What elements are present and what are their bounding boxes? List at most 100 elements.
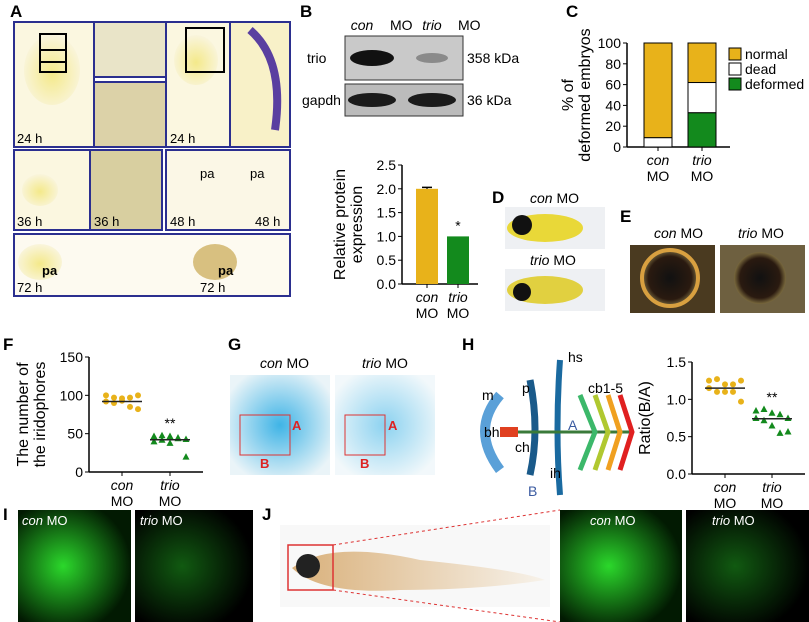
time-label: 36 h bbox=[17, 214, 42, 229]
data-point bbox=[127, 394, 133, 401]
label-con-mo: con MO bbox=[530, 190, 579, 206]
x-tick-label: MO bbox=[416, 305, 439, 321]
y-tick-label: 100 bbox=[60, 387, 84, 403]
legend-swatch bbox=[728, 47, 742, 61]
label-con-mo: con MO bbox=[22, 513, 68, 528]
y-tick-label: 1.0 bbox=[667, 391, 687, 407]
label-bh: bh bbox=[484, 424, 500, 440]
data-point bbox=[722, 388, 728, 395]
y-tick-label: 2.0 bbox=[377, 181, 397, 197]
y-tick-label: 40 bbox=[605, 97, 621, 113]
gfp-trio-head-image bbox=[686, 510, 809, 622]
data-point bbox=[730, 381, 736, 388]
data-point bbox=[714, 376, 720, 383]
bar bbox=[416, 188, 438, 284]
data-point bbox=[103, 392, 109, 399]
y-axis-label: Relative protein bbox=[332, 169, 349, 280]
x-tick-label: con bbox=[416, 289, 439, 305]
label-a: A bbox=[568, 417, 578, 433]
label-ih: ih bbox=[550, 465, 561, 481]
panel-label-h: H bbox=[462, 335, 474, 354]
y-tick-label: 1.0 bbox=[377, 228, 397, 244]
lane-label-mo: MO bbox=[458, 17, 481, 33]
panel-label-i: I bbox=[3, 505, 8, 524]
x-tick-label: MO bbox=[761, 495, 784, 511]
y-tick-label: 20 bbox=[605, 118, 621, 134]
gfp-con-head-image bbox=[560, 510, 682, 622]
pa-label: pa bbox=[250, 166, 265, 181]
data-point bbox=[760, 405, 768, 413]
data-point bbox=[127, 403, 133, 410]
label-trio-mo: trio MO bbox=[712, 513, 755, 528]
data-point bbox=[150, 432, 158, 439]
measure-a: A bbox=[388, 418, 398, 433]
measure-box bbox=[344, 414, 386, 456]
data-point bbox=[182, 453, 190, 460]
pa-label: pa bbox=[42, 263, 58, 278]
label-p: p bbox=[522, 380, 530, 396]
significance-label: * bbox=[455, 217, 461, 233]
y-axis-label: deformed embryos bbox=[577, 28, 594, 161]
pa-label: pa bbox=[200, 166, 215, 181]
legend-label: deformed bbox=[745, 76, 804, 92]
panel-label-f: F bbox=[3, 335, 13, 354]
data-point bbox=[706, 377, 712, 384]
cartilage-diagram bbox=[480, 359, 635, 496]
data-point bbox=[768, 409, 776, 416]
data-point bbox=[722, 381, 728, 388]
measure-a: A bbox=[292, 418, 302, 433]
time-label: 72 h bbox=[200, 280, 225, 295]
x-tick-label: MO bbox=[159, 493, 182, 509]
x-tick-label: trio bbox=[448, 289, 468, 305]
panel-label-j: J bbox=[262, 505, 271, 524]
x-tick-label: con bbox=[647, 152, 670, 168]
lane-label-mo: MO bbox=[390, 17, 413, 33]
y-axis-label: the iridophores bbox=[32, 362, 49, 468]
embryo-24h-zoom-top bbox=[93, 21, 167, 78]
x-tick-label: MO bbox=[647, 168, 670, 184]
significance-label: ** bbox=[767, 389, 778, 405]
data-point bbox=[784, 414, 792, 421]
y-tick-label: 0 bbox=[75, 464, 83, 480]
legend-label: normal bbox=[745, 46, 788, 62]
data-point bbox=[730, 388, 736, 395]
x-tick-label: trio bbox=[160, 477, 180, 493]
legend-swatch bbox=[728, 77, 742, 91]
x-tick-label: MO bbox=[111, 493, 134, 509]
y-tick-label: 2.5 bbox=[377, 157, 397, 173]
data-point bbox=[166, 432, 174, 439]
time-label: 24 h bbox=[17, 131, 42, 146]
y-tick-label: 0 bbox=[613, 139, 621, 155]
label-hs: hs bbox=[568, 349, 583, 365]
blot-size-label: 358 kDa bbox=[467, 50, 519, 66]
y-tick-label: 150 bbox=[60, 349, 84, 365]
data-point bbox=[135, 392, 141, 399]
data-point bbox=[760, 416, 768, 424]
y-tick-label: 50 bbox=[67, 426, 83, 442]
embryo-48h-image bbox=[165, 149, 291, 231]
blot-row-label: trio bbox=[307, 50, 327, 66]
label-ch: ch bbox=[515, 439, 530, 455]
data-point bbox=[784, 427, 792, 435]
data-point bbox=[182, 435, 190, 443]
data-point bbox=[776, 429, 784, 436]
stacked-bar-segment bbox=[687, 42, 717, 84]
legend-swatch bbox=[728, 62, 742, 76]
y-tick-label: 80 bbox=[605, 56, 621, 72]
panel-label-a: A bbox=[10, 2, 22, 21]
gfp-con-image bbox=[18, 510, 131, 622]
data-point bbox=[119, 397, 125, 404]
significance-label: ** bbox=[165, 415, 176, 431]
data-point bbox=[111, 394, 117, 401]
stacked-bar-segment bbox=[643, 137, 673, 148]
cartilage-con-image bbox=[230, 375, 330, 475]
embryo-24h-zoom-bottom bbox=[93, 81, 167, 148]
label-trio-mo: trio MO bbox=[140, 513, 183, 528]
panel-label-g: G bbox=[228, 335, 241, 354]
